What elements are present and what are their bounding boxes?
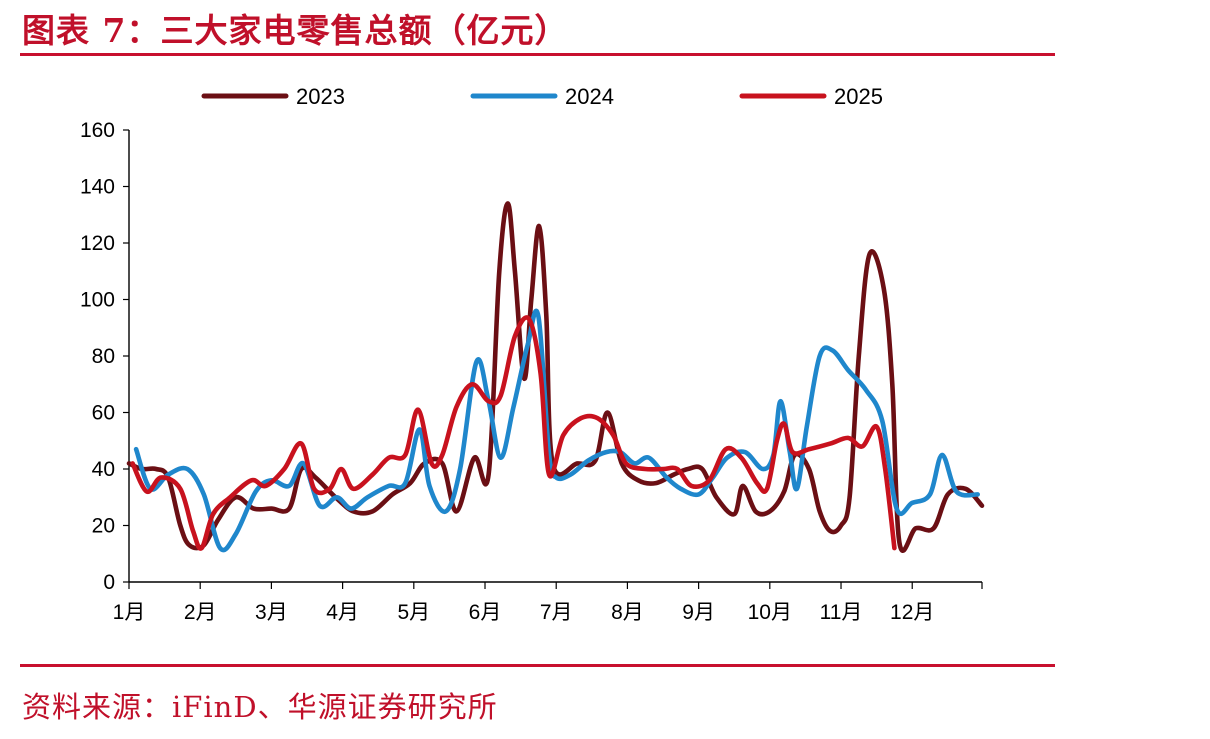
y-tick-label: 20: [92, 515, 115, 538]
x-tick-label: 7月: [540, 601, 573, 624]
x-tick-label: 11月: [820, 601, 863, 624]
x-tick-label: 10月: [748, 601, 792, 624]
x-tick-label: 3月: [255, 601, 288, 624]
chart-title: 图表 7：三大家电零售总额（亿元）: [22, 11, 569, 50]
x-tick-label: 5月: [397, 601, 430, 624]
x-tick-label: 1月: [113, 601, 146, 624]
y-tick-label: 100: [80, 289, 115, 312]
legend-label-2024: 2024: [565, 84, 614, 109]
y-tick-label: 40: [92, 458, 115, 481]
x-tick-label: 8月: [611, 601, 644, 624]
x-tick-label: 9月: [682, 601, 715, 624]
bottom-divider: [20, 664, 1055, 667]
y-tick-label: 60: [92, 402, 115, 425]
x-tick-label: 2月: [184, 601, 217, 624]
x-tick-label: 4月: [326, 601, 359, 624]
y-tick-label: 0: [103, 571, 115, 594]
legend-label-2023: 2023: [296, 84, 345, 109]
y-tick-label: 160: [80, 119, 115, 142]
x-tick-label: 12月: [890, 601, 934, 624]
x-tick-label: 6月: [469, 601, 502, 624]
top-divider: [20, 53, 1055, 56]
y-tick-label: 80: [92, 345, 115, 368]
chart-axes: 0 20 40 60 80 100 120 140 160 1月 2月 3月 4月 5月 6月 7月 8月 9月 1…: [80, 119, 983, 624]
series-line-2024: [133, 308, 980, 553]
chart-series: [126, 201, 985, 553]
y-tick-label: 140: [80, 176, 115, 199]
y-tick-label: 120: [80, 232, 115, 255]
series-line-2025: [130, 315, 897, 551]
source-note: 资料来源：iFinD、华源证券研究所: [22, 690, 498, 724]
series-line-2023: [126, 201, 985, 553]
legend-label-2025: 2025: [834, 84, 883, 109]
chart-legend: 2023 2024 2025: [201, 84, 883, 109]
